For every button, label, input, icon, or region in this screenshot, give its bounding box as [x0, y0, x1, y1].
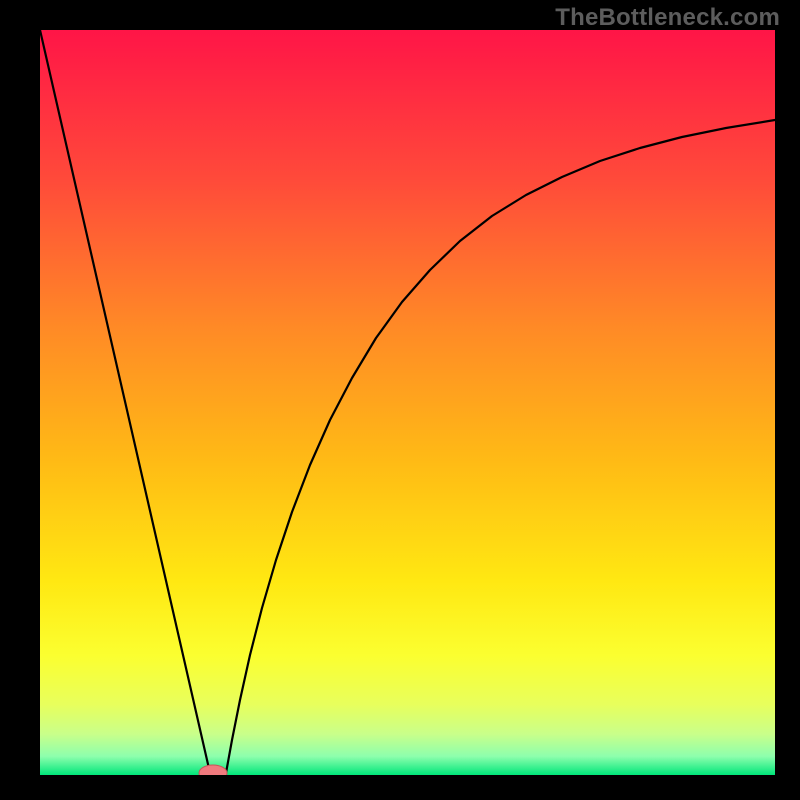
- curve-left: [40, 30, 210, 773]
- watermark-text: TheBottleneck.com: [555, 4, 780, 32]
- curve-right: [226, 120, 775, 773]
- curves-layer: [40, 30, 775, 775]
- bottleneck-marker: [199, 765, 227, 775]
- plot-area: [40, 30, 775, 775]
- chart-canvas: TheBottleneck.com: [0, 0, 800, 800]
